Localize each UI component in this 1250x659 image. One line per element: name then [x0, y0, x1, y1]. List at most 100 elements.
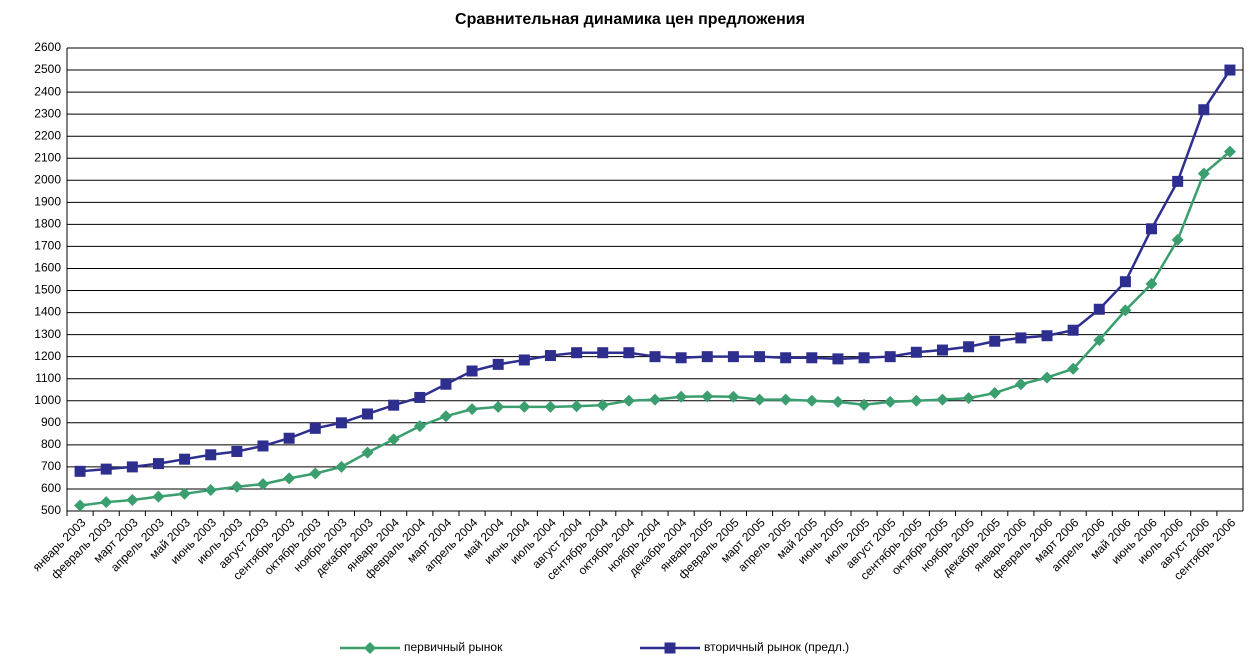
marker — [1119, 304, 1132, 317]
marker — [126, 461, 138, 473]
marker — [544, 400, 557, 413]
marker — [466, 403, 479, 416]
y-tick-label: 2500 — [34, 62, 61, 76]
y-tick-label: 900 — [41, 415, 61, 429]
marker — [806, 352, 818, 364]
marker — [1171, 233, 1184, 246]
marker — [831, 395, 844, 408]
chart-title: Сравнительная динамика цен предложения — [455, 11, 805, 28]
y-tick-label: 500 — [41, 503, 61, 517]
y-tick-label: 600 — [41, 481, 61, 495]
y-tick-label: 800 — [41, 437, 61, 451]
y-tick-label: 2200 — [34, 128, 61, 142]
marker — [518, 354, 530, 366]
marker — [989, 335, 1001, 347]
marker — [727, 351, 739, 363]
marker — [805, 394, 818, 407]
marker — [910, 394, 923, 407]
legend-label: вторичный рынок (предл.) — [704, 640, 849, 654]
marker — [466, 365, 478, 377]
marker — [597, 347, 609, 359]
marker — [910, 346, 922, 358]
marker — [178, 487, 191, 500]
marker — [754, 351, 766, 363]
marker — [570, 400, 583, 413]
marker — [1224, 64, 1236, 76]
marker — [649, 351, 661, 363]
marker — [779, 393, 792, 406]
marker — [387, 433, 400, 446]
marker — [74, 465, 86, 477]
marker — [544, 350, 556, 362]
marker — [675, 352, 687, 364]
marker — [257, 440, 269, 452]
marker — [1093, 334, 1106, 347]
marker — [1172, 175, 1184, 187]
marker — [571, 347, 583, 359]
y-tick-label: 2300 — [34, 106, 61, 120]
marker — [1093, 303, 1105, 315]
marker — [152, 458, 164, 470]
marker — [858, 352, 870, 364]
marker — [231, 445, 243, 457]
legend-marker — [664, 642, 676, 654]
y-tick-label: 1300 — [34, 327, 61, 341]
marker — [988, 387, 1001, 400]
marker — [1015, 332, 1027, 344]
marker — [858, 398, 871, 411]
legend-label: первичный рынок — [404, 640, 503, 654]
y-tick-label: 1500 — [34, 283, 61, 297]
legend-marker — [364, 642, 376, 654]
marker — [1146, 223, 1158, 235]
series-line — [79, 69, 1231, 473]
marker — [1067, 324, 1079, 336]
y-tick-label: 1800 — [34, 217, 61, 231]
marker — [1041, 330, 1053, 342]
marker — [1067, 362, 1080, 375]
marker — [126, 493, 139, 506]
marker — [780, 352, 792, 364]
marker — [204, 484, 217, 497]
marker — [413, 420, 426, 433]
marker — [832, 353, 844, 365]
marker — [1198, 104, 1210, 116]
marker — [701, 351, 713, 363]
marker — [1119, 276, 1131, 288]
y-tick-label: 1700 — [34, 239, 61, 253]
marker — [309, 467, 322, 480]
marker — [1014, 378, 1027, 391]
marker — [596, 399, 609, 412]
marker — [492, 400, 505, 413]
marker — [623, 347, 635, 359]
marker — [283, 472, 296, 485]
marker — [230, 480, 243, 493]
marker — [1041, 371, 1053, 384]
marker — [701, 390, 714, 403]
marker — [727, 390, 740, 403]
marker — [1223, 145, 1236, 158]
y-tick-label: 1900 — [34, 195, 61, 209]
marker — [414, 391, 426, 403]
marker — [936, 393, 949, 406]
marker — [205, 449, 217, 461]
marker — [74, 499, 87, 512]
marker — [100, 496, 113, 509]
marker — [283, 432, 295, 444]
y-tick-label: 2000 — [34, 172, 61, 186]
y-tick-label: 2400 — [34, 84, 61, 98]
marker — [649, 393, 661, 406]
y-tick-label: 2100 — [34, 150, 61, 164]
marker — [335, 417, 347, 429]
marker — [1145, 277, 1158, 290]
y-tick-label: 1200 — [34, 349, 61, 363]
marker — [100, 463, 112, 475]
marker — [884, 351, 896, 363]
y-tick-label: 700 — [41, 459, 61, 473]
y-tick-label: 1400 — [34, 305, 61, 319]
y-tick-label: 1600 — [34, 261, 61, 275]
y-tick-label: 1000 — [34, 393, 61, 407]
marker — [257, 478, 269, 491]
marker — [309, 422, 321, 434]
marker — [936, 344, 948, 356]
